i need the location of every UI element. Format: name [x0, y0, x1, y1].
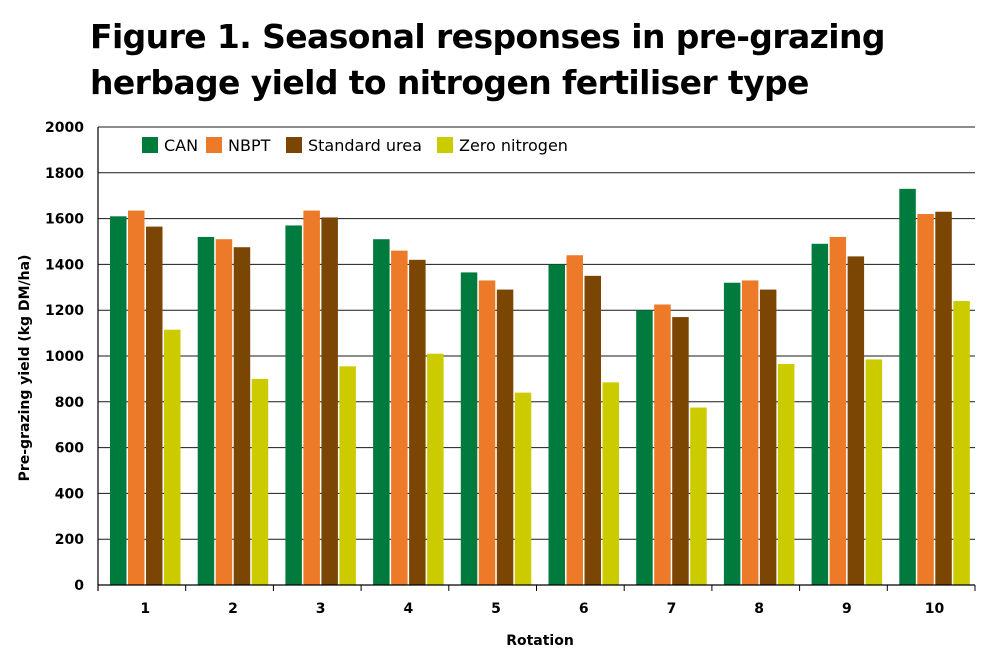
bar-can-rotation-3 [285, 225, 302, 585]
bar-can-rotation-5 [460, 272, 478, 585]
bars [110, 188, 970, 586]
y-tick-label: 1000 [45, 349, 84, 365]
bar-can-rotation-9 [811, 243, 829, 586]
bar-nbpt-rotation-1 [128, 210, 145, 585]
x-tick-label: 9 [842, 601, 852, 617]
y-tick-label: 1400 [45, 257, 84, 273]
legend-label-nbpt: NBPT [228, 136, 271, 155]
bar-nbpt-rotation-3 [303, 210, 320, 585]
x-tick-label: 3 [316, 601, 326, 617]
legend-label-can: CAN [164, 136, 198, 155]
bar-zero-nitrogen-rotation-9 [865, 359, 883, 585]
bar-can-rotation-7 [636, 310, 653, 585]
bar-standard-urea-rotation-4 [409, 259, 426, 585]
bar-zero-nitrogen-rotation-10 [953, 301, 970, 585]
bar-standard-urea-rotation-7 [672, 317, 689, 585]
legend-label-zero-nitrogen: Zero nitrogen [459, 136, 568, 155]
legend-label-standard-urea: Standard urea [308, 136, 422, 155]
bar-zero-nitrogen-rotation-8 [777, 364, 795, 585]
bar-zero-nitrogen-rotation-4 [427, 353, 444, 585]
legend-swatch-standard-urea [286, 137, 302, 153]
legend-swatch-nbpt [206, 137, 222, 153]
bar-standard-urea-rotation-10 [935, 211, 952, 586]
chart-title: Figure 1. Seasonal responses in pre-graz… [90, 17, 886, 102]
x-tick-label: 6 [579, 601, 589, 617]
y-tick-label: 400 [55, 486, 84, 502]
legend: CAN NBPT Standard urea Zero nitrogen [142, 136, 568, 155]
bar-can-rotation-1 [110, 216, 127, 585]
legend-swatch-zero-nitrogen [437, 137, 453, 153]
bar-zero-nitrogen-rotation-3 [339, 366, 356, 585]
bar-standard-urea-rotation-2 [233, 247, 251, 585]
bar-can-rotation-8 [723, 282, 741, 585]
y-tick-label: 2000 [45, 120, 84, 136]
bar-zero-nitrogen-rotation-6 [602, 382, 619, 585]
x-tick-label: 8 [754, 601, 764, 617]
x-tick-label: 7 [667, 601, 677, 617]
bar-standard-urea-rotation-6 [584, 275, 601, 585]
y-axis-label: Pre-grazing yield (kg DM/ha) [17, 255, 33, 482]
y-tick-label: 200 [55, 532, 84, 548]
x-tick-label: 10 [925, 601, 945, 617]
bar-nbpt-rotation-5 [478, 280, 496, 585]
y-tick-label: 1800 [45, 166, 84, 182]
x-tick-label: 5 [491, 601, 501, 617]
bar-zero-nitrogen-rotation-5 [514, 392, 532, 585]
bar-standard-urea-rotation-3 [321, 217, 338, 585]
bar-nbpt-rotation-2 [215, 239, 233, 585]
bar-nbpt-rotation-6 [566, 255, 583, 586]
y-tick-label: 1600 [45, 212, 84, 228]
x-axis-label: Rotation [506, 633, 574, 649]
legend-swatch-can [142, 137, 158, 153]
bar-nbpt-rotation-10 [917, 214, 934, 585]
bar-zero-nitrogen-rotation-2 [251, 378, 269, 585]
y-tick-label: 800 [55, 395, 84, 411]
bar-nbpt-rotation-9 [829, 236, 847, 586]
x-tick-label: 1 [140, 601, 150, 617]
x-tick-label: 2 [228, 601, 238, 617]
bar-zero-nitrogen-rotation-7 [690, 407, 707, 585]
y-tick-label: 600 [55, 441, 84, 457]
bar-standard-urea-rotation-9 [847, 256, 865, 585]
bar-standard-urea-rotation-8 [759, 289, 777, 585]
bar-can-rotation-10 [899, 188, 916, 585]
bar-can-rotation-6 [548, 264, 565, 585]
y-tick-label: 1200 [45, 303, 84, 319]
bar-zero-nitrogen-rotation-1 [164, 329, 181, 585]
y-tick-label: 0 [74, 578, 84, 594]
bar-can-rotation-2 [197, 236, 215, 586]
bar-nbpt-rotation-7 [654, 304, 671, 585]
bar-standard-urea-rotation-5 [496, 289, 514, 585]
bar-nbpt-rotation-8 [741, 280, 759, 585]
bar-standard-urea-rotation-1 [146, 226, 163, 586]
x-tick-label: 4 [403, 601, 413, 617]
axes: 0 200 400 600 800 1000 1200 1400 1600 1800 2000 1 2 3… [45, 120, 976, 617]
bar-nbpt-rotation-4 [391, 250, 408, 585]
bar-can-rotation-4 [373, 239, 390, 585]
